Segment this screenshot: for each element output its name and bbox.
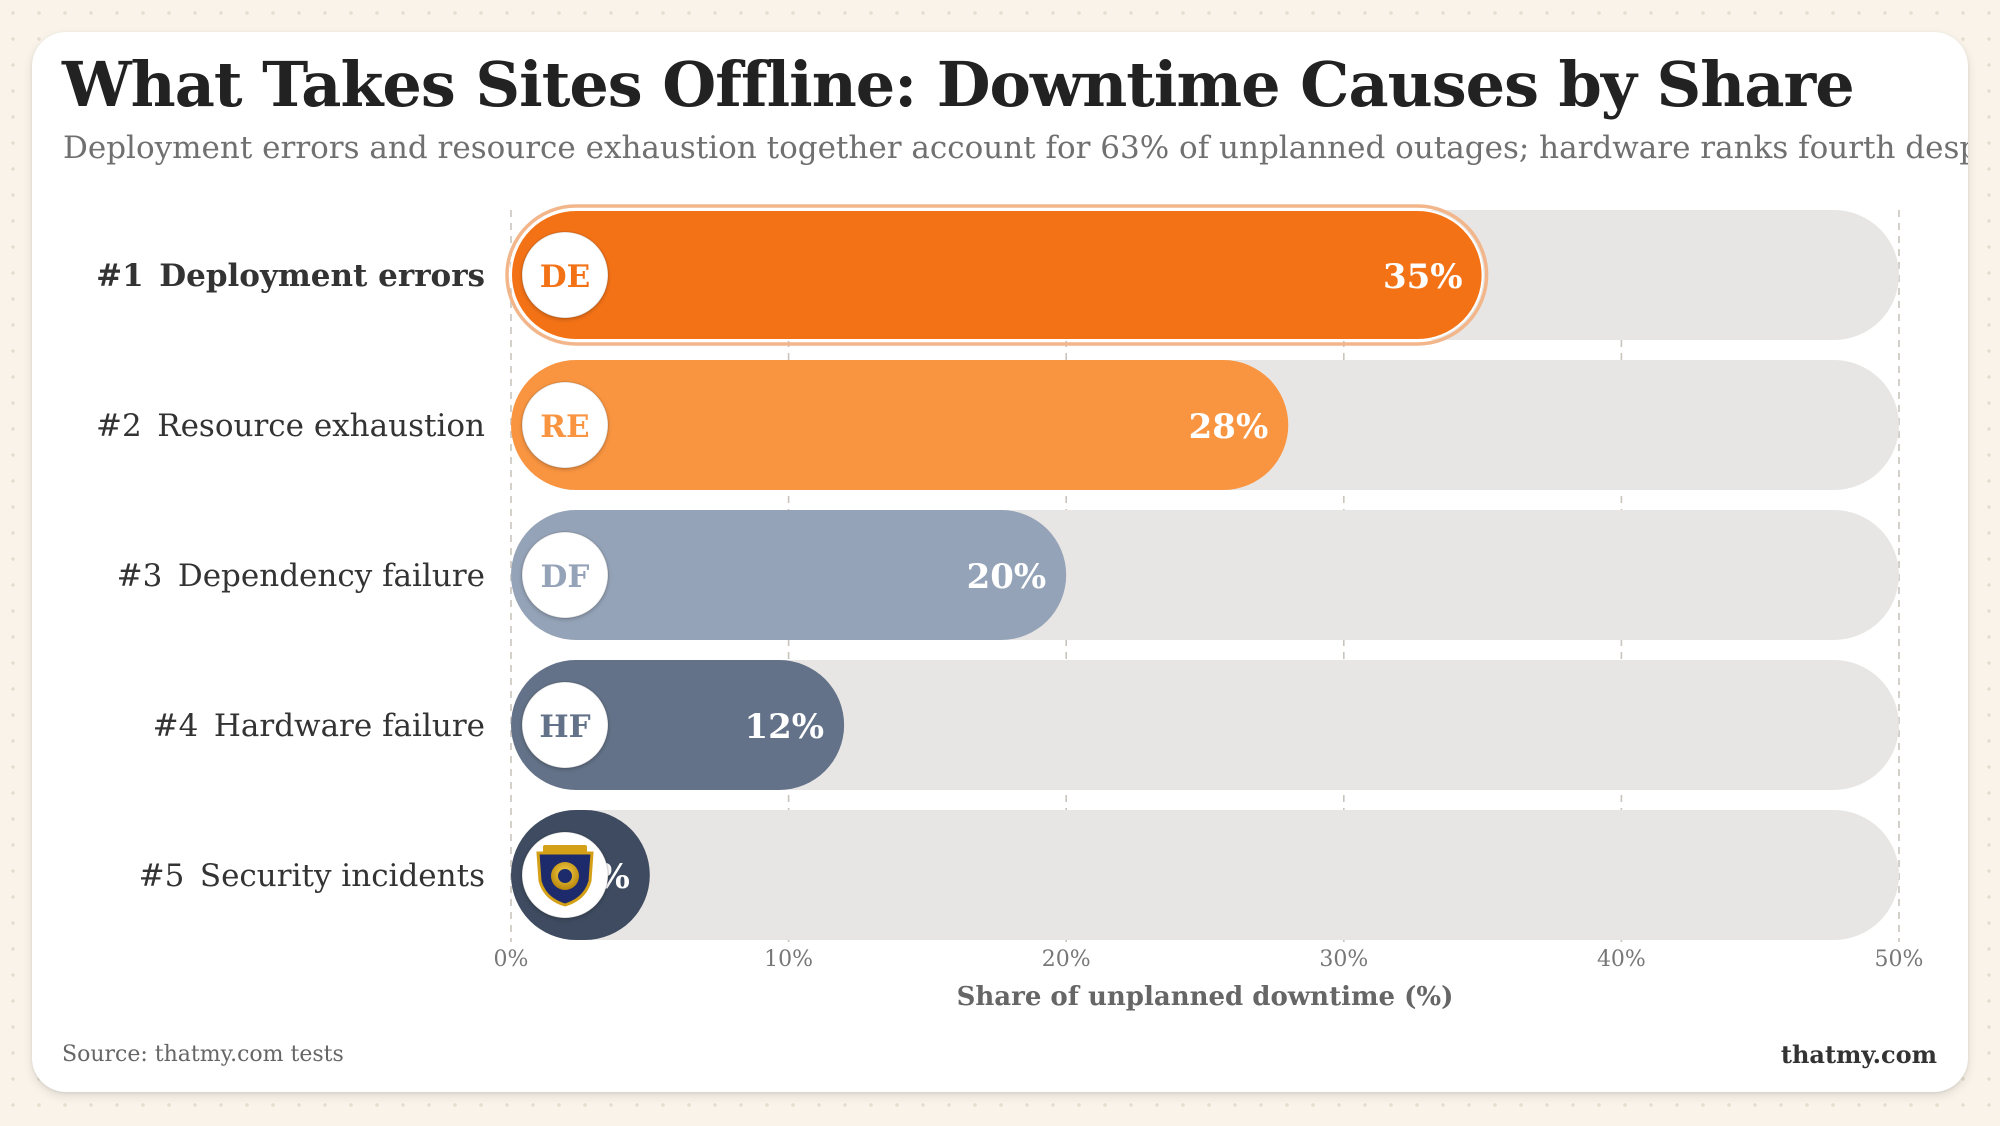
rank-label: #4 xyxy=(153,708,214,744)
bar xyxy=(511,360,1289,490)
x-tick-label: 10% xyxy=(764,947,813,972)
category-name: Resource exhaustion xyxy=(157,408,485,444)
category-name: Security incidents xyxy=(200,858,485,894)
badge-circle xyxy=(521,381,609,469)
bar xyxy=(511,510,1067,640)
bar-track xyxy=(511,660,1899,790)
badge-circle xyxy=(521,531,609,619)
bar-track xyxy=(511,810,1899,940)
category-label: #3 Dependency failure xyxy=(117,558,485,594)
x-tick-label: 50% xyxy=(1875,947,1924,972)
category-label: #5 Security incidents xyxy=(139,858,485,894)
bar-value-label: 20% xyxy=(967,557,1047,597)
chart-subtitle: Deployment errors and resource exhaustio… xyxy=(63,130,1968,166)
bars: 35% #1 Deployment errors DE 28% #2 Resource … xyxy=(96,204,1899,940)
rank-label: #5 xyxy=(139,858,200,894)
badge-initials: DF xyxy=(541,559,590,595)
category-name: Deployment errors xyxy=(159,258,485,294)
x-tick-label: 20% xyxy=(1042,947,1091,972)
rank-label: #1 xyxy=(96,258,159,294)
chart-card: What Takes Sites Offline: Downtime Cause… xyxy=(32,32,1968,1092)
bar-value-label: 35% xyxy=(1383,257,1463,297)
source-note: Source: thatmy.com tests xyxy=(62,1042,344,1067)
bar-highlight-ring xyxy=(505,204,1489,346)
x-axis-title: Share of unplanned downtime (%) xyxy=(957,982,1454,1012)
x-tick-label: 0% xyxy=(494,947,529,972)
category-label: #2 Resource exhaustion xyxy=(96,408,485,444)
brand-label: thatmy.com xyxy=(1780,1040,1937,1069)
bar xyxy=(510,209,1484,341)
rank-label: #3 xyxy=(117,558,178,594)
rank-label: #2 xyxy=(96,408,157,444)
category-label: #4 Hardware failure xyxy=(153,708,485,744)
badge-circle xyxy=(521,681,609,769)
badge-circle xyxy=(521,231,609,319)
badge-initials: HF xyxy=(539,709,590,745)
badge-initials: DE xyxy=(540,259,591,295)
shield-banner xyxy=(543,845,587,853)
bar-value-label: 12% xyxy=(744,707,824,747)
bar-value-label: 28% xyxy=(1189,407,1269,447)
shield-logo-icon xyxy=(536,845,594,907)
category-name: Hardware failure xyxy=(214,708,485,744)
x-axis: 0% 10% 20% 30% 40% 50% Share of unplanned down… xyxy=(494,947,1924,1012)
category-label: #1 Deployment errors xyxy=(96,258,485,294)
shield-seal-center xyxy=(558,869,572,883)
x-tick-label: 40% xyxy=(1597,947,1646,972)
chart-title: What Takes Sites Offline: Downtime Cause… xyxy=(62,48,1855,121)
badge-initials: RE xyxy=(540,409,589,445)
bar-chart: 35% #1 Deployment errors DE 28% #2 Resource … xyxy=(96,204,1924,1012)
category-name: Dependency failure xyxy=(178,558,485,594)
x-tick-label: 30% xyxy=(1319,947,1368,972)
